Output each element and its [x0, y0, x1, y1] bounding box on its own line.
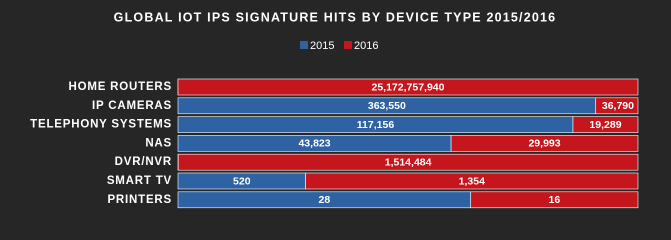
data-label: 29,993	[528, 138, 560, 150]
bar-segment	[470, 191, 639, 209]
y-tick-label: TELEPHONY SYSTEMS	[30, 119, 172, 131]
bar-segment	[177, 153, 639, 171]
data-label: 1,354	[459, 175, 485, 187]
y-tick-label: IP CAMERAS	[92, 100, 172, 112]
data-label: 36,790	[602, 100, 634, 112]
data-label: 16	[549, 194, 561, 206]
bar-segment	[177, 78, 639, 96]
bar-segment	[572, 116, 639, 133]
data-label: 28	[319, 194, 331, 206]
data-label: 520	[233, 175, 251, 187]
legend: 2015 2016	[300, 40, 378, 52]
data-label: 43,823	[298, 138, 330, 150]
data-label: 363,550	[368, 100, 406, 112]
legend-swatch	[344, 41, 352, 49]
chart: GLOBAL IOT IPS SIGNATURE HITS BY DEVICE …	[30, 10, 639, 209]
bar-segment	[450, 135, 639, 152]
legend-swatch	[300, 41, 308, 49]
chart-title: GLOBAL IOT IPS SIGNATURE HITS BY DEVICE …	[114, 10, 557, 24]
y-tick-label: SMART TV	[107, 175, 172, 187]
data-label: 1,514,484	[385, 156, 432, 168]
data-label: 25,172,757,940	[372, 81, 445, 93]
legend-label: 2016	[354, 40, 378, 52]
legend-label: 2015	[310, 40, 334, 52]
y-tick-label: DVR/NVR	[115, 156, 172, 168]
data-label: 117,156	[357, 119, 395, 131]
y-tick-label: NAS	[145, 137, 172, 149]
bar-segment	[305, 172, 639, 190]
data-label: 19,289	[589, 119, 621, 131]
y-tick-label: HOME ROUTERS	[68, 81, 172, 93]
bar-segment	[595, 97, 639, 115]
y-tick-label: PRINTERS	[107, 194, 172, 206]
